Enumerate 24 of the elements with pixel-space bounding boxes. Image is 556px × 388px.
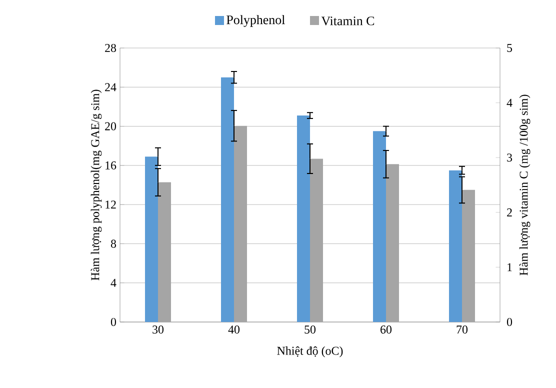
y-tick-label: 4 (110, 278, 116, 287)
y-tick-label: 20 (105, 122, 116, 130)
y-tick-label: 12 (106, 200, 116, 209)
x-tick-label: 60 (380, 326, 392, 334)
y2-tick-label: 3 (507, 154, 512, 162)
y-tick-label: 16 (106, 161, 116, 170)
y-tick-label: 0 (110, 318, 116, 326)
y2-tick-label: 2 (507, 208, 512, 216)
legend-label: Vitamin C (321, 16, 374, 26)
legend-label: Polyphenol (226, 15, 285, 27)
x-axis-title: Nhiệt độ (oC) (277, 346, 343, 358)
y-axis-title: Hàm lượng polyphenol(mg GAE/g sim) (90, 90, 102, 280)
y2-tick-label: 4 (506, 98, 512, 107)
y2-tick-label: 0 (506, 318, 512, 326)
y2-tick-label: 5 (507, 44, 512, 52)
y-tick-label: 8 (110, 240, 116, 248)
x-tick-label: 40 (228, 326, 240, 334)
y2-tick-label: 1 (508, 263, 512, 272)
x-tick-label: 70 (456, 326, 468, 334)
x-tick-label: 50 (304, 326, 316, 334)
y-tick-label: 28 (105, 44, 116, 52)
y-tick-label: 24 (105, 83, 116, 92)
y2-axis-title: Hàm lượng vitamin C (mg /100g sim) (519, 94, 530, 276)
x-tick-label: 30 (152, 326, 164, 334)
